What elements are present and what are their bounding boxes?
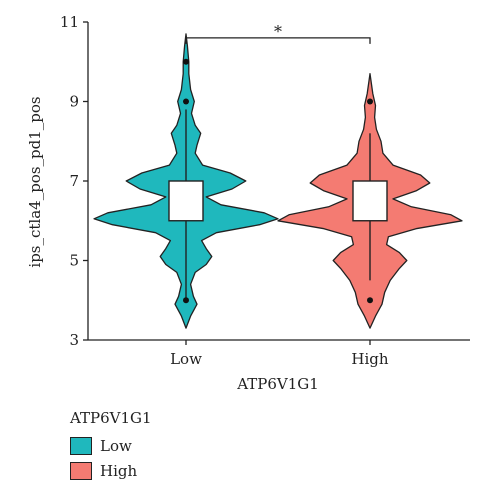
- y-tick-label-7: 7: [69, 172, 79, 190]
- y-tick-label-3: 3: [69, 331, 79, 349]
- x-tick-label-high: High: [351, 350, 388, 368]
- y-tick-label-9: 9: [69, 93, 79, 111]
- y-tick-label-11: 11: [60, 13, 79, 31]
- plot-area: *: [93, 22, 463, 329]
- y-axis-title: ips_ctla4_pos_pd1_pos: [26, 96, 44, 267]
- box-high: [352, 180, 388, 222]
- legend-swatch-high: [70, 461, 92, 480]
- legend-label-low: Low: [100, 436, 132, 455]
- legend-item-low: Low: [70, 433, 152, 458]
- outlier-low-1: [183, 58, 189, 65]
- legend: ATP6V1G1 Low High: [70, 409, 152, 483]
- legend-title: ATP6V1G1: [70, 409, 152, 427]
- outlier-high-2: [367, 297, 373, 304]
- y-tick-label-5: 5: [69, 252, 79, 270]
- outlier-low-2: [183, 98, 189, 105]
- legend-item-high: High: [70, 458, 152, 483]
- outlier-low-3: [183, 297, 189, 304]
- legend-swatch-low: [70, 436, 92, 455]
- significance-label: *: [274, 22, 282, 41]
- significance-bracket: [185, 37, 371, 44]
- outlier-high-1: [367, 98, 373, 105]
- x-axis-title: ATP6V1G1: [236, 375, 319, 393]
- legend-label-high: High: [100, 461, 138, 480]
- axes: 3 5 7 9 11 Low High: [60, 13, 470, 368]
- violin-chart: * 3 5 7 9 11 Low High ips_ctla4_pos_pd1_pos AT…: [26, 13, 470, 393]
- x-tick-label-low: Low: [170, 350, 202, 368]
- box-low: [168, 180, 204, 222]
